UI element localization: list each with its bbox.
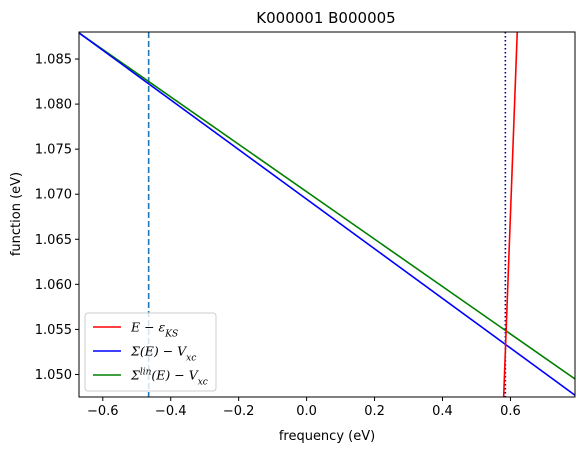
y-axis-label: function (eV) [9, 172, 24, 256]
legend-label: E − εKS [130, 320, 178, 340]
x-axis-label: frequency (eV) [279, 429, 375, 444]
x-tick-label: −0.6 [87, 404, 119, 419]
y-axis: 1.050 1.055 1.060 1.065 1.070 1.075 1.080 1.085 [35, 53, 79, 383]
x-tick-label: 0.6 [500, 404, 521, 419]
x-tick-label: −0.2 [223, 404, 255, 419]
x-tick-label: −0.4 [155, 404, 187, 419]
y-tick-label: 1.070 [35, 188, 72, 203]
y-tick-label: 1.050 [35, 368, 72, 383]
y-tick-label: 1.060 [35, 278, 72, 293]
y-tick-label: 1.055 [35, 323, 72, 338]
legend-label: Σ(E) − Vxc [130, 344, 196, 364]
legend: E − εKS Σ(E) − Vxc Σlin(E) − Vxc [84, 312, 217, 392]
series-line-2 [79, 32, 575, 380]
legend-label: Σlin(E) − Vxc [130, 368, 208, 388]
x-tick-label: 0.0 [296, 404, 317, 419]
chart-title: K000001 B000005 [256, 9, 395, 27]
plot-frame [78, 31, 576, 398]
x-tick-label: 0.2 [364, 404, 385, 419]
plot-area [79, 32, 575, 397]
y-tick-label: 1.080 [35, 98, 72, 113]
legend-box [84, 312, 217, 392]
y-tick-label: 1.085 [35, 53, 72, 68]
y-tick-label: 1.065 [35, 233, 72, 248]
series-line-1 [79, 32, 575, 396]
x-tick-label: 0.4 [432, 404, 453, 419]
series-line-0 [502, 32, 519, 397]
x-axis: −0.6 −0.4 −0.2 0.0 0.2 0.4 0.6 [87, 397, 521, 419]
y-tick-label: 1.075 [35, 143, 72, 158]
